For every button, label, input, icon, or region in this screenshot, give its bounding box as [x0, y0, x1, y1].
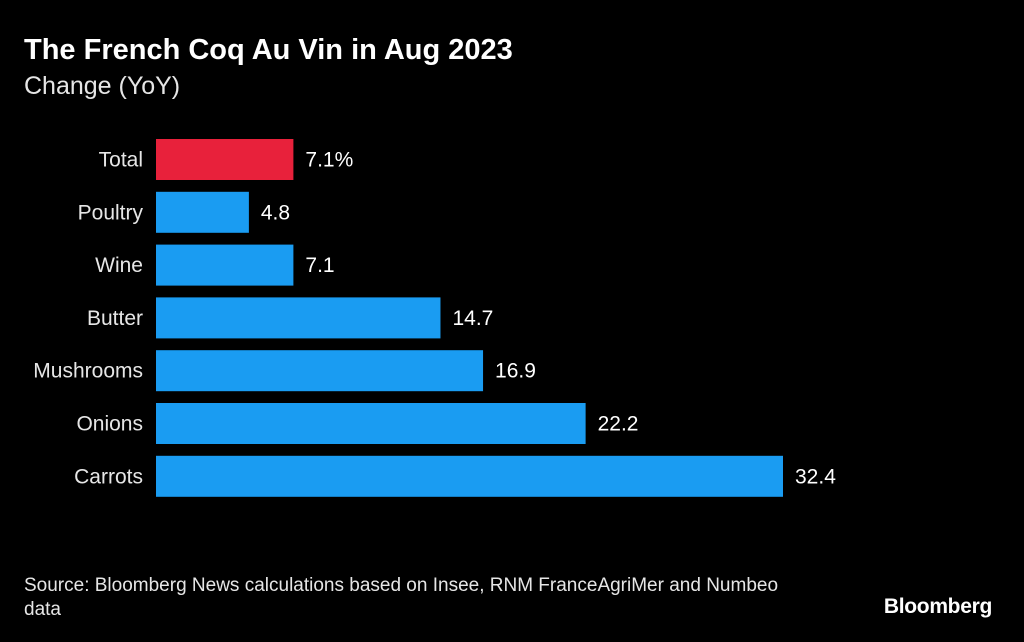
bar-butter	[156, 297, 441, 339]
value-label-wine: 7.1	[305, 254, 334, 277]
category-label-mushrooms: Mushrooms	[33, 360, 143, 383]
bar-chart: Total 7.1% Poultry 4.8 Wine 7.1 Butter 14.7 Mush…	[33, 139, 836, 497]
category-label-butter: Butter	[87, 307, 143, 330]
category-label-poultry: Poultry	[78, 201, 144, 224]
category-label-onions: Onions	[76, 413, 143, 436]
bar-mushrooms	[156, 350, 484, 392]
value-label-total: 7.1%	[305, 149, 353, 172]
value-label-butter: 14.7	[452, 307, 493, 330]
chart-title: The French Coq Au Vin in Aug 2023	[24, 34, 513, 66]
category-label-wine: Wine	[95, 254, 143, 277]
value-label-onions: 22.2	[598, 413, 639, 436]
value-label-mushrooms: 16.9	[495, 360, 536, 383]
chart-subtitle: Change (YoY)	[24, 72, 181, 100]
category-label-total: Total	[99, 149, 143, 172]
bar-carrots	[156, 455, 783, 497]
category-label-carrots: Carrots	[74, 465, 143, 488]
source-note: Source: Bloomberg News calculations base…	[24, 575, 779, 620]
bar-onions	[156, 403, 586, 444]
value-label-carrots: 32.4	[795, 465, 836, 488]
value-label-poultry: 4.8	[261, 201, 290, 224]
bloomberg-logo: Bloomberg	[883, 595, 992, 618]
bar-wine	[156, 244, 294, 286]
bar-poultry	[156, 191, 249, 233]
bar-total	[156, 139, 294, 180]
